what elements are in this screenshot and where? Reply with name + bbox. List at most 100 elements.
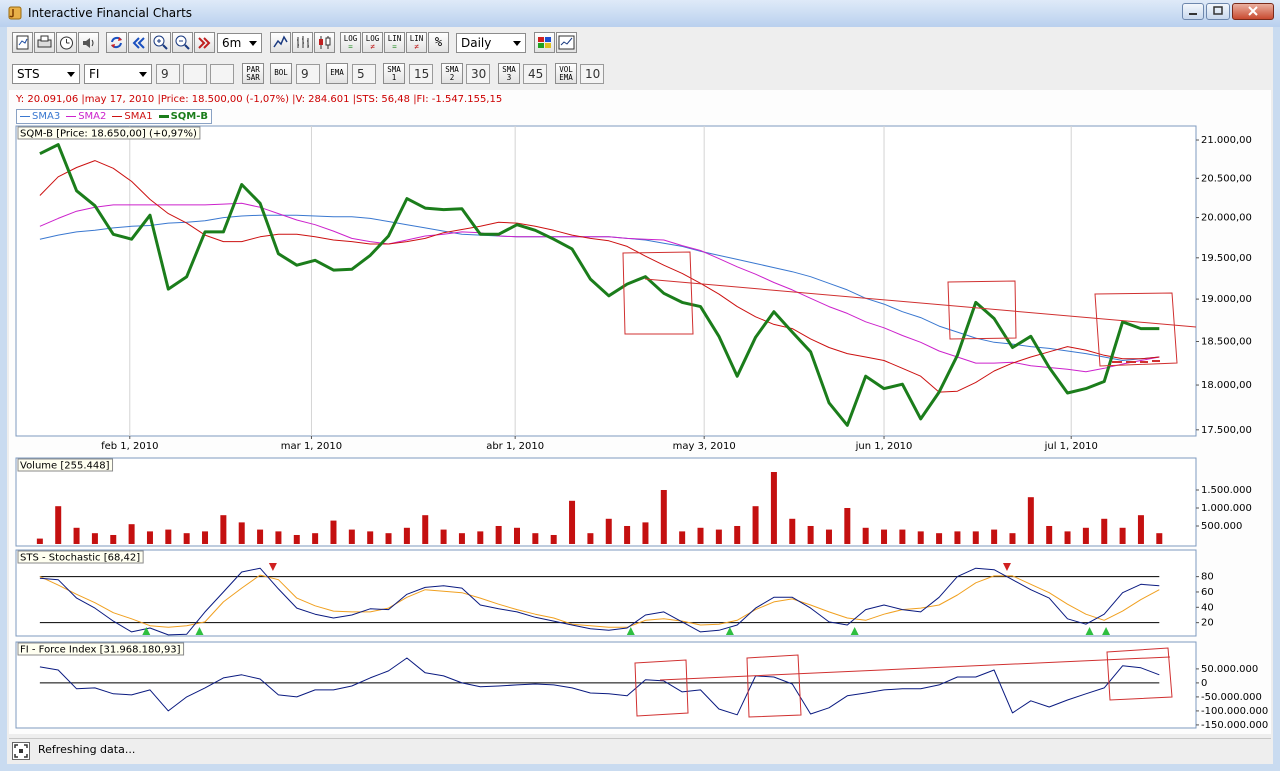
period-select[interactable]: 6m xyxy=(217,33,262,53)
buy-signal xyxy=(850,627,859,635)
volume-bar xyxy=(715,529,722,544)
volume-bar xyxy=(183,533,190,544)
indicator-input[interactable]: 9 xyxy=(296,64,320,84)
volume-bar xyxy=(422,515,429,544)
indicator-input[interactable]: 15 xyxy=(409,64,433,84)
scroll-forward-button[interactable] xyxy=(194,32,215,53)
legend-label: SMA3 xyxy=(32,111,61,122)
timer-button[interactable] xyxy=(56,32,77,53)
volume-bar xyxy=(587,533,594,544)
user-drawings xyxy=(622,251,1197,718)
print-button[interactable] xyxy=(34,32,55,53)
indicator-button[interactable]: EMA xyxy=(326,63,348,84)
indicator-button[interactable]: BOL xyxy=(270,63,292,84)
scale-button[interactable]: LIN = xyxy=(384,32,405,53)
volume-bar xyxy=(770,472,777,544)
volume-bar xyxy=(403,527,410,544)
param-input[interactable] xyxy=(210,64,234,84)
indicator-chart-button[interactable] xyxy=(556,32,577,53)
colors-button[interactable] xyxy=(534,32,555,53)
indicator-button-label: PAR xyxy=(246,65,260,74)
volume-bar xyxy=(513,527,520,544)
y-tick-label: 500.000 xyxy=(1201,521,1242,532)
scale-button-label: LIN xyxy=(387,34,402,43)
volume-bar xyxy=(1082,527,1089,544)
scroll-back-button[interactable] xyxy=(128,32,149,53)
indicator-button[interactable]: VOL EMA xyxy=(555,63,577,84)
volume-bar xyxy=(697,527,704,544)
scale-button-sign: = xyxy=(392,42,397,51)
indicator-input[interactable]: 10 xyxy=(580,64,604,84)
scale-button[interactable]: LOG ≠ xyxy=(362,32,383,53)
volume-bar xyxy=(312,533,319,544)
panel-label: SQM-B [Price: 18.650,00] (+0,97%) xyxy=(20,129,197,140)
indicator-input[interactable]: 45 xyxy=(523,64,547,84)
indicator-button[interactable]: SMA 1 xyxy=(383,63,405,84)
x-tick-label: may 3, 2010 xyxy=(673,441,736,452)
y-tick-label: 1.500.000 xyxy=(1201,485,1252,496)
period-input[interactable]: 9 xyxy=(156,64,180,84)
panel-plot xyxy=(39,126,1160,436)
maximize-button[interactable] xyxy=(1206,3,1230,20)
panel-label: Volume [255.448] xyxy=(20,461,110,472)
indicator-input[interactable]: 30 xyxy=(466,64,490,84)
series-line xyxy=(39,574,1160,628)
sound-button[interactable] xyxy=(78,32,99,53)
volume-bar xyxy=(165,529,172,544)
y-tick-label: 50.000.000 xyxy=(1201,664,1258,675)
volume-bar xyxy=(367,531,374,544)
panel-label-box xyxy=(17,126,201,140)
indicator-input[interactable]: 5 xyxy=(352,64,376,84)
indicator-button[interactable]: SMA 3 xyxy=(498,63,520,84)
buy-signal xyxy=(1102,627,1111,635)
sell-signal xyxy=(1002,563,1011,571)
volume-bar xyxy=(532,533,539,544)
y-tick-label: 1.000.000 xyxy=(1201,503,1252,514)
close-button[interactable] xyxy=(1232,3,1274,20)
indicator-button-label: BOL xyxy=(274,68,288,77)
candle-chart-button[interactable] xyxy=(314,32,335,53)
panel-label-box xyxy=(17,458,114,472)
line-chart-button[interactable] xyxy=(270,32,291,53)
bar-chart-button[interactable] xyxy=(292,32,313,53)
indicator-button-label: 1 xyxy=(391,73,397,82)
scale-button-label: LIN xyxy=(409,34,424,43)
interval-select[interactable]: Daily xyxy=(456,33,526,53)
panel-plot xyxy=(36,472,1163,544)
new-chart-button[interactable] xyxy=(12,32,33,53)
charts: feb 1, 2010 mar 1, 2010 abr 1, 2010 may 3, … xyxy=(15,125,1268,731)
param-input[interactable] xyxy=(183,64,207,84)
symbol-select[interactable]: STS xyxy=(12,64,80,84)
window-title: Interactive Financial Charts xyxy=(28,6,193,20)
indicator-button-label: SMA xyxy=(387,65,401,74)
scale-button[interactable]: LIN ≠ xyxy=(406,32,427,53)
volume-bar xyxy=(936,533,943,544)
y-tick-label: 60 xyxy=(1201,587,1214,598)
legend-item: SMA2 xyxy=(66,111,106,122)
indicator-button[interactable]: SMA 2 xyxy=(441,63,463,84)
volume-bar xyxy=(660,489,667,544)
minimize-button[interactable] xyxy=(1182,3,1204,20)
panel-label: FI - Force Index [31.968.180,93] xyxy=(20,645,181,656)
volume-bar xyxy=(385,533,392,544)
y-tick-label: 21.000,00 xyxy=(1201,135,1252,146)
annotation-box xyxy=(947,280,1017,340)
percent-button[interactable]: % xyxy=(428,32,449,53)
zoom-out-button[interactable] xyxy=(172,32,193,53)
indicator-button-label: SAR xyxy=(246,73,260,82)
refresh-button[interactable] xyxy=(106,32,127,53)
status-bar xyxy=(9,738,1271,763)
indicator-select[interactable]: FI xyxy=(84,64,152,84)
panel-label: STS - Stochastic [68,42] xyxy=(20,553,140,564)
legend-swatch xyxy=(158,114,169,118)
zoom-in-button[interactable] xyxy=(150,32,171,53)
legend-label: SQM-B xyxy=(170,111,208,122)
y-tick-label: 18.500,00 xyxy=(1201,336,1252,347)
scale-button[interactable]: LOG = xyxy=(340,32,361,53)
volume-bar xyxy=(569,500,576,544)
indicator-button[interactable]: PAR SAR xyxy=(242,63,264,84)
panel-frame xyxy=(15,549,1197,637)
indicator-button-label: EMA xyxy=(330,68,344,77)
volume-bar xyxy=(477,531,484,544)
